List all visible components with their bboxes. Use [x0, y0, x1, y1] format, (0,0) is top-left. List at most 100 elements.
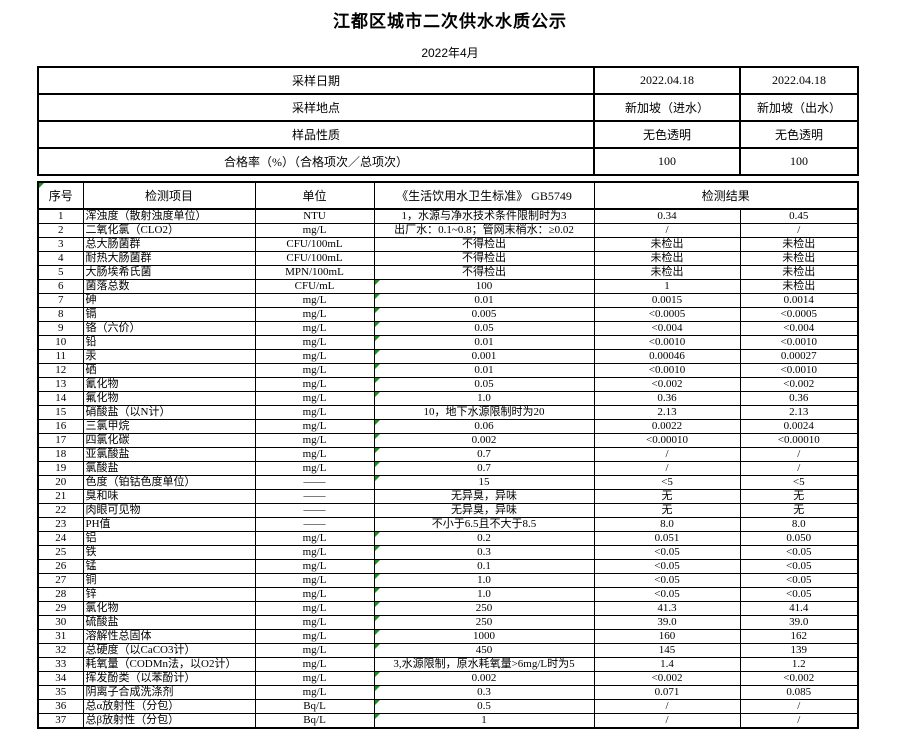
cell-no: 37	[37, 713, 84, 729]
cell-standard: 0.01	[373, 335, 595, 350]
result-row: 36 总α放射性（分包） Bq/L 0.5//	[37, 699, 859, 714]
header-no: 序号	[37, 181, 84, 210]
result-row: 21 臭和味 —— 无异臭，异味无无	[37, 489, 859, 504]
result-row: 5 大肠埃希氏菌 MPN/100mL 不得检出 未检出 未检出	[37, 265, 859, 280]
cell-standard: 不得检出	[373, 237, 595, 252]
result-row: 32 总硬度（以CaCO3计） mg/L 450 145 139	[37, 643, 859, 658]
cell-result-inflow: <0.0005	[593, 307, 741, 322]
error-indicator-icon	[375, 644, 380, 649]
cell-standard: 出厂水：0.1~0.8；管网末梢水：≥0.02	[373, 223, 595, 238]
result-row: 3 总大肠菌群 CFU/100mL 不得检出 未检出 未检出	[37, 237, 859, 252]
cell-standard: 0.7	[373, 461, 595, 476]
cell-unit: mg/L	[254, 573, 375, 588]
summary-row: 合格率（%）（合格项次／总项次） 100 100	[36, 147, 860, 176]
summary-label: 样品性质	[36, 120, 596, 149]
error-indicator-icon	[375, 420, 380, 425]
result-row: 7 砷 mg/L 0.01 0.0015 0.0014	[37, 293, 859, 308]
cell-no: 25	[37, 545, 84, 560]
cell-unit: mg/L	[254, 545, 375, 560]
cell-item: 大肠埃希氏菌	[82, 265, 256, 280]
cell-result-outflow: <0.0010	[739, 335, 859, 350]
cell-unit: mg/L	[254, 461, 375, 476]
cell-item: 耗氧量（CODMn法，以O2计）	[82, 657, 256, 672]
error-indicator-icon	[375, 532, 380, 537]
result-row: 4 耐热大肠菌群 CFU/100mL 不得检出 未检出 未检出	[37, 251, 859, 266]
cell-result-outflow: /	[739, 699, 859, 714]
result-row: 14 氟化物 mg/L 1.0 0.36 0.36	[37, 391, 859, 406]
cell-result-inflow: 0.071	[593, 685, 741, 700]
result-row: 17 四氯化碳 mg/L 0.002 <0.00010 <0.00010	[37, 433, 859, 448]
cell-item: 挥发酚类（以苯酚计）	[82, 671, 256, 686]
cell-item: 铜	[82, 573, 256, 588]
cell-unit: mg/L	[254, 447, 375, 462]
cell-item: 氯酸盐	[82, 461, 256, 476]
error-indicator-icon	[375, 560, 380, 565]
cell-standard: 1.0	[373, 587, 595, 602]
cell-item: 阴离子合成洗涤剂	[82, 685, 256, 700]
cell-no: 33	[37, 657, 84, 672]
cell-standard: 1000	[373, 629, 595, 644]
cell-item: 锌	[82, 587, 256, 602]
cell-standard: 100	[373, 279, 595, 294]
summary-outflow-value: 100	[739, 147, 860, 176]
cell-standard: 1.0	[373, 391, 595, 406]
summary-outflow-value: 新加坡（出水）	[739, 93, 860, 122]
cell-standard: 0.3	[373, 545, 595, 560]
cell-no: 13	[37, 377, 84, 392]
header-no-label: 序号	[48, 189, 73, 203]
cell-result-inflow: 无	[593, 489, 741, 504]
cell-standard: 0.1	[373, 559, 595, 574]
cell-no: 34	[37, 671, 84, 686]
result-row: 6 菌落总数 CFU/mL 100 1 未检出	[37, 279, 859, 294]
cell-standard: 不得检出	[373, 251, 595, 266]
cell-standard: 0.005	[373, 307, 595, 322]
result-row: 37 总β放射性（分包） Bq/L 1//	[37, 713, 859, 729]
cell-no: 17	[37, 433, 84, 448]
cell-standard: 0.7	[373, 447, 595, 462]
cell-standard: 0.05	[373, 321, 595, 336]
cell-standard: 0.3	[373, 685, 595, 700]
cell-standard: 1，水源与净水技术条件限制时为3	[373, 208, 595, 224]
cell-result-inflow: <0.00010	[593, 433, 741, 448]
cell-result-outflow: <0.002	[739, 377, 859, 392]
cell-standard: 250	[373, 615, 595, 630]
cell-result-inflow: /	[593, 223, 741, 238]
cell-item: 砷	[82, 293, 256, 308]
cell-item: 锰	[82, 559, 256, 574]
cell-unit: mg/L	[254, 671, 375, 686]
result-row: 30 硫酸盐 mg/L 250 39.0 39.0	[37, 615, 859, 630]
summary-row: 样品性质 无色透明 无色透明	[36, 120, 860, 149]
cell-item: 肉眼可见物	[82, 503, 256, 518]
cell-item: PH值	[82, 517, 256, 532]
cell-no: 18	[37, 447, 84, 462]
result-row: 10 铅 mg/L 0.01 <0.0010 <0.0010	[37, 335, 859, 350]
cell-unit: mg/L	[254, 531, 375, 546]
result-row: 20 色度（铂钴色度单位） —— 15 <5 <5	[37, 475, 859, 490]
cell-item: 总β放射性（分包）	[82, 713, 256, 729]
results-header-row: 序号 检测项目 单位 《生活饮用水卫生标准》 GB5749 检测结果	[37, 181, 859, 210]
cell-no: 31	[37, 629, 84, 644]
cell-result-outflow: 无	[739, 503, 859, 518]
summary-row: 采样日期 2022.04.18 2022.04.18	[36, 66, 860, 95]
cell-item: 总大肠菌群	[82, 237, 256, 252]
error-indicator-icon	[375, 448, 380, 453]
cell-result-outflow: <0.004	[739, 321, 859, 336]
cell-standard: 不小于6.5且不大于8.5	[373, 517, 595, 532]
error-indicator-icon	[375, 574, 380, 579]
cell-no: 16	[37, 419, 84, 434]
cell-item: 氟化物	[82, 391, 256, 406]
error-indicator-icon	[375, 364, 380, 369]
cell-no: 36	[37, 699, 84, 714]
cell-no: 15	[37, 405, 84, 420]
cell-result-inflow: /	[593, 461, 741, 476]
cell-unit: ——	[254, 489, 375, 504]
results-table-head: 序号 检测项目 单位 《生活饮用水卫生标准》 GB5749 检测结果	[37, 181, 859, 210]
cell-no: 2	[37, 223, 84, 238]
cell-result-inflow: 160	[593, 629, 741, 644]
cell-result-outflow: 0.0024	[739, 419, 859, 434]
cell-result-inflow: 1	[593, 279, 741, 294]
error-indicator-icon	[375, 616, 380, 621]
result-row: 11 汞 mg/L 0.001 0.00046 0.00027	[37, 349, 859, 364]
cell-item: 硒	[82, 363, 256, 378]
results-table: 序号 检测项目 单位 《生活饮用水卫生标准》 GB5749 检测结果 1 浑浊度（…	[37, 181, 860, 729]
